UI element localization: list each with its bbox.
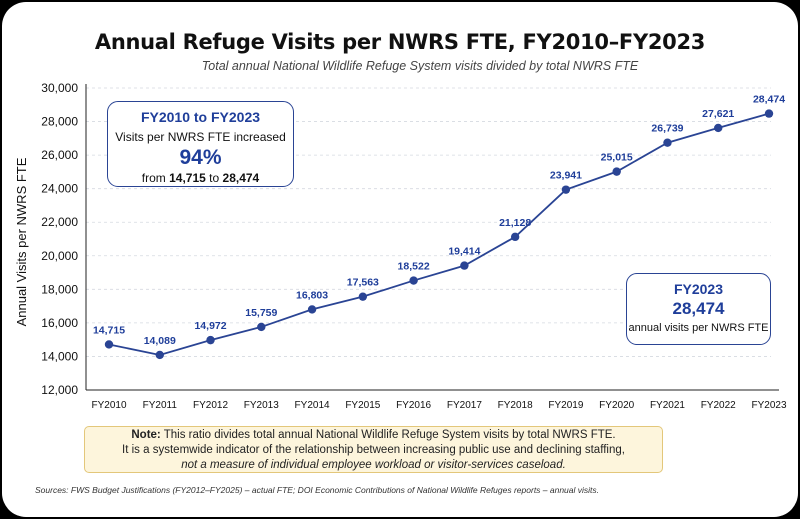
x-tick-label: FY2010: [91, 400, 126, 411]
latest-callout-value: 28,474: [672, 299, 725, 318]
y-axis-label: Annual Visits per NWRS FTE: [14, 157, 29, 326]
data-point: [206, 335, 215, 345]
series-line: [108, 112, 770, 356]
data-points: [104, 109, 774, 360]
data-labels: 14,715 14,089 14,972 15,759 16,803 17,563 18,5…: [93, 94, 785, 347]
x-tick-label: FY2019: [548, 400, 583, 411]
note-label: Note:: [131, 429, 161, 441]
latest-callout-heading: FY2023: [673, 281, 724, 297]
y-tick-label: 18,000: [41, 282, 78, 296]
y-tick-label: 22,000: [41, 215, 78, 229]
chart-title: Annual Refuge Visits per NWRS FTE, FY201…: [94, 30, 706, 54]
data-point: [104, 340, 114, 349]
x-tick-label: FY2015: [345, 400, 380, 411]
x-tick-label: FY2021: [650, 400, 685, 411]
data-point: [257, 322, 266, 332]
sources-text: Sources: FWS Budget Justifications (FY20…: [35, 485, 600, 495]
data-label: 14,972: [194, 320, 226, 332]
data-label: 18,522: [398, 261, 430, 273]
x-tick-labels: FY2010 FY2011 FY2012 FY2013 FY2014 FY2015 FY20…: [91, 400, 786, 411]
latest-callout-text: annual visits per NWRS FTE: [628, 322, 769, 334]
x-tick-label: FY2013: [244, 400, 279, 411]
data-label: 14,715: [93, 324, 125, 336]
change-callout-percent: 94%: [179, 146, 222, 169]
y-tick-label: 28,000: [41, 115, 78, 129]
axes: [85, 84, 779, 391]
data-label: 27,621: [702, 108, 734, 120]
note-line-3: not a measure of individual employee wor…: [181, 459, 566, 471]
y-tick-label: 26,000: [41, 148, 78, 162]
data-point: [460, 261, 469, 270]
x-tick-label: FY2016: [396, 400, 431, 411]
data-point: [307, 305, 317, 314]
y-tick-label: 24,000: [41, 182, 78, 196]
data-label: 21,128: [499, 217, 531, 229]
data-label: 25,015: [601, 152, 633, 164]
data-point: [358, 292, 368, 301]
data-label: 26,739: [651, 123, 683, 135]
data-point: [510, 232, 520, 242]
note-line-1: This ratio divides total annual National…: [160, 429, 616, 441]
x-tick-label: FY2012: [193, 400, 228, 411]
x-tick-label: FY2023: [751, 400, 786, 411]
y-tick-label: 12,000: [41, 383, 78, 397]
x-tick-label: FY2020: [599, 400, 634, 411]
latest-callout: FY2023 28,474 annual visits per NWRS FTE: [626, 273, 771, 345]
data-point: [409, 276, 418, 285]
y-tick-label: 16,000: [41, 316, 78, 330]
data-label: 17,563: [347, 277, 379, 289]
data-label: 23,941: [550, 170, 582, 182]
x-tick-label: FY2011: [143, 400, 178, 411]
chart-subtitle: Total annual National Wildlife Refuge Sy…: [201, 59, 639, 73]
x-tick-label: FY2014: [295, 400, 330, 411]
data-point: [561, 185, 571, 194]
x-tick-label: FY2022: [701, 400, 736, 411]
data-point: [612, 167, 621, 176]
data-point: [764, 109, 774, 118]
note-line-2: It is a systemwide indicator of the rela…: [122, 444, 625, 456]
x-tick-label: FY2017: [447, 400, 482, 411]
data-label: 16,803: [296, 289, 328, 301]
data-point: [155, 350, 164, 360]
data-point: [714, 123, 723, 133]
data-point: [663, 138, 672, 147]
x-tick-label: FY2018: [498, 400, 533, 411]
change-callout-text: Visits per NWRS FTE increased: [115, 130, 286, 144]
data-label: 14,089: [144, 335, 176, 347]
change-callout: FY2010 to FY2023 Visits per NWRS FTE inc…: [107, 101, 294, 187]
note-box: Note: This ratio divides total annual Na…: [84, 426, 663, 473]
data-label: 15,759: [245, 307, 277, 319]
change-callout-heading: FY2010 to FY2023: [140, 109, 261, 125]
y-tick-labels: 12,000 14,000 16,000 18,000 20,000 22,000 24,0…: [41, 81, 78, 397]
change-callout-range: from 14,715 to 28,474: [141, 171, 260, 185]
data-label: 28,474: [753, 94, 785, 106]
data-label: 19,414: [448, 246, 480, 258]
y-tick-label: 14,000: [41, 349, 78, 363]
y-tick-label: 30,000: [41, 81, 78, 95]
gridlines: [86, 87, 771, 357]
y-tick-label: 20,000: [41, 249, 78, 263]
